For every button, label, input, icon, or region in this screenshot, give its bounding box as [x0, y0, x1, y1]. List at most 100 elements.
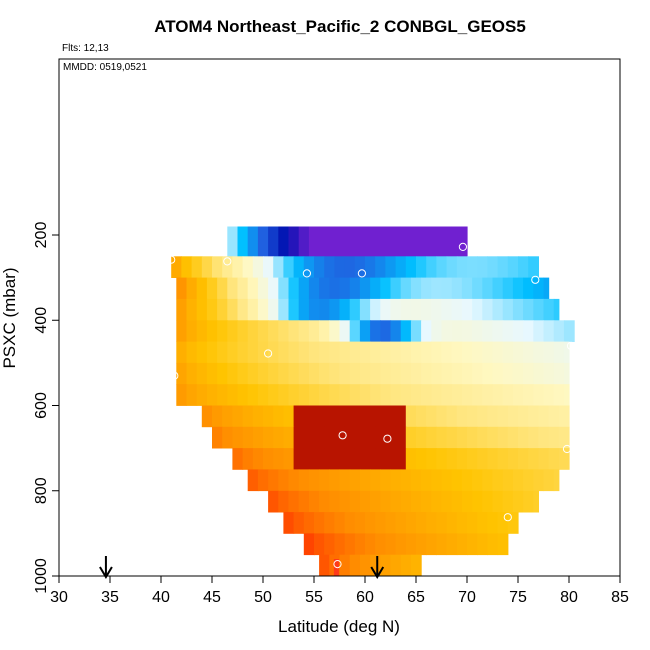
heatmap-cell — [507, 405, 519, 428]
heatmap-cell — [257, 226, 269, 257]
heatmap-cell — [523, 320, 534, 342]
y-tick-label: 400 — [33, 307, 50, 334]
heatmap-cell — [472, 469, 483, 492]
heatmap-cell — [538, 405, 550, 428]
heatmap-cell — [523, 469, 534, 492]
heatmap-cell — [349, 490, 361, 513]
heatmap-cell — [186, 298, 198, 321]
heatmap-cell — [206, 341, 218, 364]
heatmap-cell — [543, 469, 555, 492]
heatmap-cell — [405, 405, 417, 428]
heatmap-cell — [431, 277, 443, 300]
data-point — [383, 434, 392, 443]
heatmap-cell — [456, 448, 468, 470]
heatmap-cell — [324, 426, 335, 449]
heatmap-cell — [482, 362, 494, 385]
heatmap-cell — [365, 512, 376, 534]
heatmap-cell — [298, 490, 310, 513]
heatmap-cell — [543, 277, 550, 300]
heatmap-cell — [467, 426, 478, 449]
heatmap-cell — [375, 533, 386, 556]
x-axis: 30 35 40 45 50 55 60 65 70 75 80 85 — [50, 576, 629, 606]
chart-title: ATOM4 Northeast_Pacific_2 CONBGL_GEOS5 — [154, 17, 526, 36]
heatmap-cell — [206, 384, 218, 406]
heatmap-cell — [227, 320, 239, 342]
heatmap-cell — [380, 362, 392, 385]
heatmap-cell — [196, 341, 208, 364]
heatmap-cell — [319, 554, 330, 577]
heatmap-cell — [375, 448, 386, 470]
heatmap-cell — [385, 448, 397, 470]
heatmap-cell — [400, 362, 412, 385]
heatmap-cell — [395, 448, 407, 470]
heatmap-cell — [482, 320, 494, 342]
x-tick-label: 35 — [101, 589, 119, 606]
heatmap-cell — [410, 554, 422, 577]
heatmap-cell — [446, 533, 458, 556]
heatmap-cell — [533, 298, 545, 321]
heatmap-cell — [441, 490, 453, 513]
heatmap-cell — [512, 320, 524, 342]
heatmap-cell — [421, 384, 432, 406]
heatmap-cell — [176, 320, 188, 342]
heatmap-cell — [349, 469, 361, 492]
heatmap-cell — [543, 341, 555, 364]
heatmap-cell — [232, 426, 244, 449]
heatmap-cell — [237, 277, 249, 300]
heatmap-cell — [324, 533, 335, 556]
heatmap-cell — [339, 469, 351, 492]
heatmap-cell — [283, 426, 295, 449]
heatmap-cell — [237, 341, 249, 364]
heatmap-cell — [421, 469, 432, 492]
heatmap-cell — [324, 405, 335, 428]
heatmap-cell — [339, 362, 351, 385]
heatmap-cell — [298, 320, 310, 342]
heatmap-cell — [359, 226, 371, 257]
heatmap-cell — [405, 448, 417, 470]
x-tick-label: 85 — [611, 589, 629, 606]
heatmap-cell — [288, 362, 300, 385]
y-tick-label: 1000 — [33, 558, 50, 594]
heatmap-cell — [324, 512, 335, 534]
heatmap-cell — [329, 277, 341, 300]
heatmap-cell — [176, 298, 188, 321]
heatmap-cell — [257, 277, 269, 300]
heatmap-cell — [528, 256, 539, 278]
heatmap-cell — [497, 256, 509, 278]
overlay-marks — [99, 242, 576, 579]
heatmap-cell — [380, 320, 392, 342]
heatmap-cell — [390, 320, 402, 342]
heatmap-cell — [247, 226, 259, 257]
heatmap-cell — [365, 405, 376, 428]
heatmap-cell — [257, 384, 269, 406]
heatmap-cell — [533, 490, 539, 513]
heatmap-cell — [533, 320, 545, 342]
heatmap-cell — [354, 405, 366, 428]
heatmap-cell — [472, 384, 483, 406]
heatmap-cell — [461, 469, 473, 492]
heatmap-cell — [268, 226, 279, 257]
heatmap-cell — [288, 226, 300, 257]
heatmap-cell — [293, 405, 305, 428]
heatmap-cell — [303, 512, 315, 534]
heatmap-cell — [395, 405, 407, 428]
x-tick-label: 60 — [356, 589, 374, 606]
heatmap-cell — [441, 226, 453, 257]
heatmap-cell — [349, 384, 361, 406]
heatmap-cell — [502, 298, 514, 321]
heatmap-cell — [456, 512, 468, 534]
data-point — [531, 275, 540, 284]
heatmap-cell — [395, 256, 407, 278]
heatmap-cell — [273, 426, 284, 449]
heatmap-cell — [451, 226, 463, 257]
heatmap-cell — [339, 490, 351, 513]
heatmap-cell — [528, 405, 539, 428]
heatmap-cell — [456, 405, 468, 428]
heatmap-cell — [308, 341, 320, 364]
heatmap-cell — [451, 341, 463, 364]
heatmap-cell — [308, 298, 320, 321]
heatmap-cell — [492, 277, 504, 300]
heatmap-cell — [380, 226, 392, 257]
heatmap-cell — [548, 405, 560, 428]
data-point — [338, 431, 347, 440]
